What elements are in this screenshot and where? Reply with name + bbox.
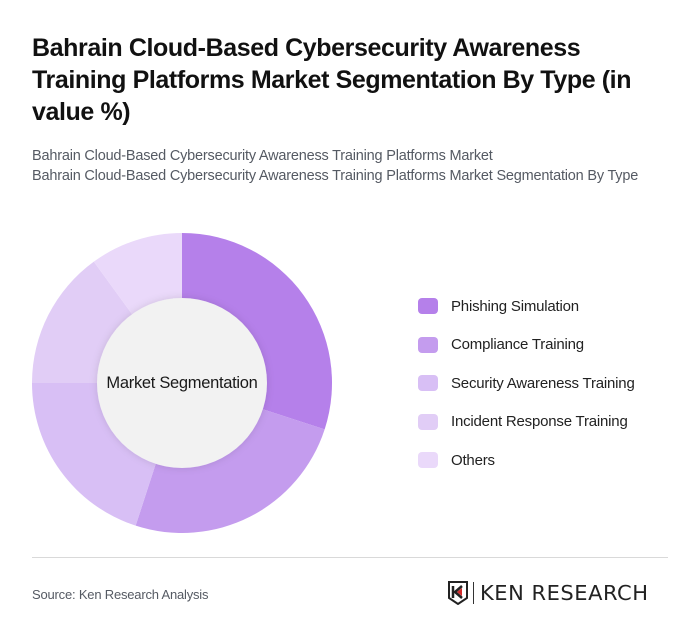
legend-item-compliance-training[interactable]: Compliance Training bbox=[418, 335, 635, 355]
ken-research-shield-icon bbox=[448, 581, 468, 605]
legend-item-incident-response-training[interactable]: Incident Response Training bbox=[418, 412, 635, 432]
logo-divider bbox=[473, 582, 474, 604]
donut-hole bbox=[97, 298, 267, 468]
legend-label: Compliance Training bbox=[451, 336, 584, 353]
ken-research-logo: KEN RESEARCH bbox=[448, 581, 648, 605]
legend-swatch bbox=[418, 336, 438, 353]
legend-item-phishing-simulation[interactable]: Phishing Simulation bbox=[418, 296, 635, 316]
logo-text: KEN RESEARCH bbox=[480, 581, 649, 605]
subtitle-line-1: Bahrain Cloud-Based Cybersecurity Awaren… bbox=[32, 148, 493, 164]
donut-chart: Market Segmentation bbox=[32, 233, 332, 533]
chart-legend: Phishing Simulation Compliance Training … bbox=[418, 296, 635, 489]
chart-subtitle: Bahrain Cloud-Based Cybersecurity Awaren… bbox=[32, 146, 682, 186]
source-note: Source: Ken Research Analysis bbox=[32, 587, 209, 602]
legend-swatch bbox=[418, 298, 438, 314]
donut-svg bbox=[32, 233, 332, 533]
legend-label: Security Awareness Training bbox=[451, 374, 635, 392]
footer-divider bbox=[32, 557, 668, 558]
legend-item-security-awareness-training[interactable]: Security Awareness Training bbox=[418, 373, 635, 393]
subtitle-line-2: Bahrain Cloud-Based Cybersecurity Awaren… bbox=[32, 168, 639, 184]
legend-label: Phishing Simulation bbox=[451, 297, 579, 315]
chart-title: Bahrain Cloud-Based Cybersecurity Awaren… bbox=[32, 34, 632, 126]
legend-swatch bbox=[418, 452, 438, 468]
legend-label: Others bbox=[451, 451, 495, 469]
legend-swatch bbox=[418, 375, 438, 391]
legend-item-others[interactable]: Others bbox=[418, 450, 635, 470]
legend-swatch bbox=[418, 413, 438, 430]
legend-label: Incident Response Training bbox=[451, 413, 628, 430]
